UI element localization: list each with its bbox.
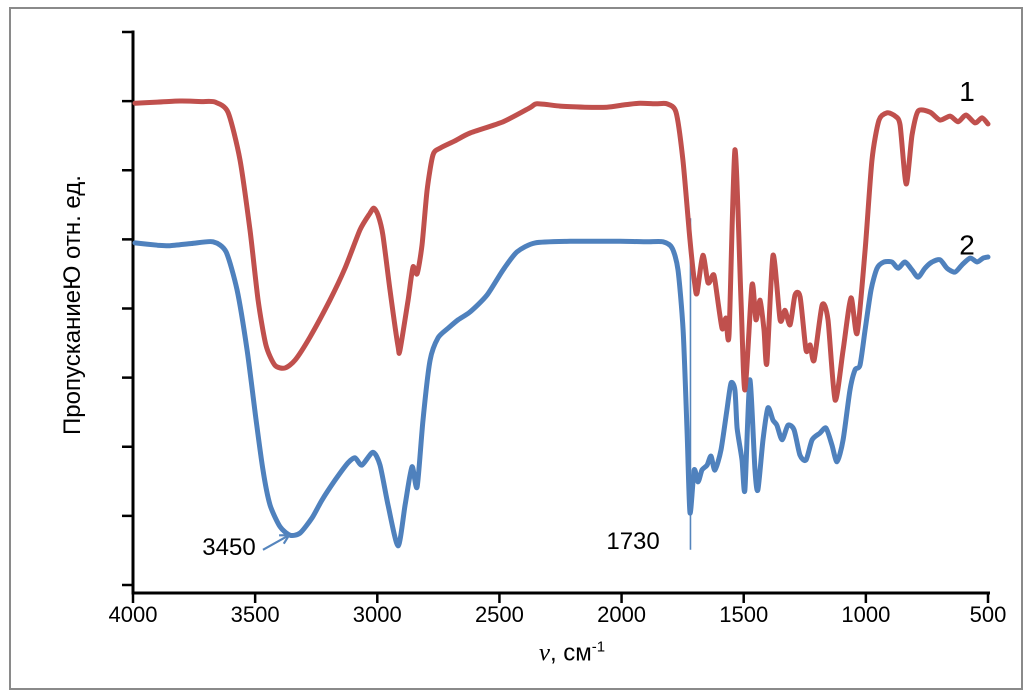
x-tick-label: 1000 (841, 602, 890, 627)
x-tick-label: 3000 (353, 602, 402, 627)
x-tick-label: 2000 (597, 602, 646, 627)
x-axis-title: ν, см-1 (539, 639, 605, 668)
x-tick-label: 1500 (719, 602, 768, 627)
x-tick-labels: 4000 3500 3000 2500 2000 1500 1000 500 (109, 602, 1007, 627)
x-axis-title-nu: ν (538, 639, 550, 667)
x-tick-label: 4000 (109, 602, 158, 627)
spectrum-curve-2 (132, 238, 991, 549)
band-3450-label: 3450 (202, 534, 255, 561)
figure-border (9, 7, 1023, 690)
band-3450-arrowhead (282, 534, 291, 545)
x-axis-title-unit: , см (549, 639, 592, 667)
curve-label-1: 1 (959, 76, 975, 107)
y-axis-title: ПропусканиеЮ отн. ед. (59, 175, 86, 435)
x-tick-label: 2500 (475, 602, 524, 627)
spectrum-curve-1 (132, 98, 991, 403)
band-1730-label: 1730 (606, 528, 659, 555)
band-3450-arrow (262, 534, 290, 551)
x-tick-label: 500 (970, 602, 1007, 627)
annotation-labels: 1 2 3450 1730 (202, 76, 974, 561)
spectra-curves (132, 98, 991, 549)
x-axis-title-sup: -1 (591, 638, 606, 656)
axis-ticks (122, 30, 990, 603)
curve-label-2: 2 (959, 230, 975, 261)
x-tick-label: 3500 (231, 602, 280, 627)
